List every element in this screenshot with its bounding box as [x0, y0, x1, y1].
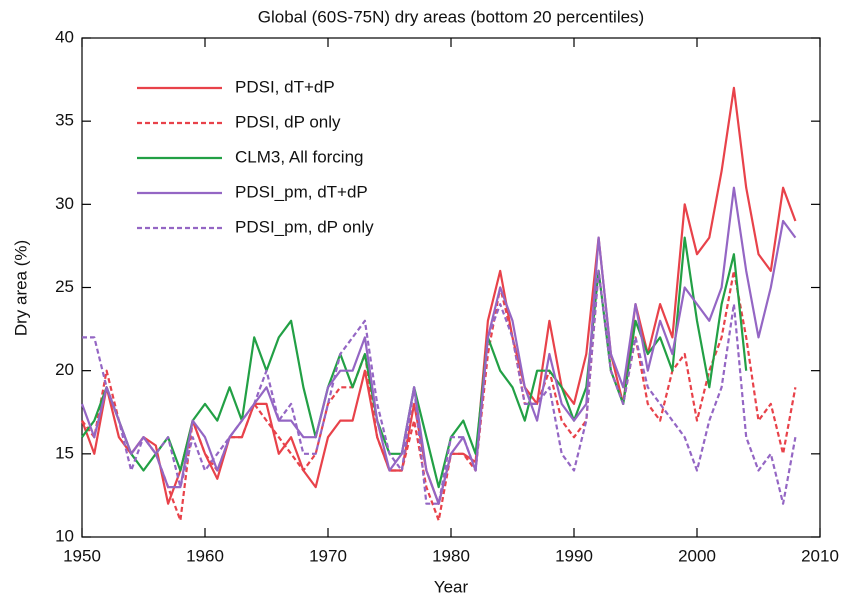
x-tick-label: 2000 — [678, 546, 716, 565]
y-tick-label: 25 — [55, 277, 74, 296]
x-tick-label: 1980 — [432, 546, 470, 565]
x-tick-label: 2010 — [801, 546, 839, 565]
series-line — [82, 269, 797, 505]
legend-label: PDSI, dP only — [235, 112, 341, 131]
x-axis-label: Year — [434, 577, 469, 596]
plot-frame — [81, 37, 821, 538]
y-tick-label: 35 — [55, 111, 74, 130]
legend-label: PDSI_pm, dT+dP — [235, 182, 368, 201]
x-tick-label: 1970 — [309, 546, 347, 565]
series-line — [81, 269, 797, 522]
chart-title: Global (60S-75N) dry areas (bottom 20 pe… — [258, 7, 644, 26]
y-tick-label: 15 — [55, 443, 74, 462]
x-tick-label: 1990 — [555, 546, 593, 565]
y-tick-label: 20 — [55, 360, 74, 379]
x-tick-label: 1950 — [63, 546, 101, 565]
legend-label: CLM3, All forcing — [235, 147, 364, 166]
y-axis-label: Dry area (%) — [11, 240, 30, 336]
legend-label: PDSI, dT+dP — [235, 77, 335, 96]
x-tick-label: 1960 — [186, 546, 224, 565]
y-tick-label: 40 — [55, 27, 74, 46]
y-tick-label: 10 — [55, 526, 74, 545]
y-tick-label: 30 — [55, 194, 74, 213]
legend-label: PDSI_pm, dP only — [235, 217, 374, 236]
series-line — [80, 186, 797, 505]
